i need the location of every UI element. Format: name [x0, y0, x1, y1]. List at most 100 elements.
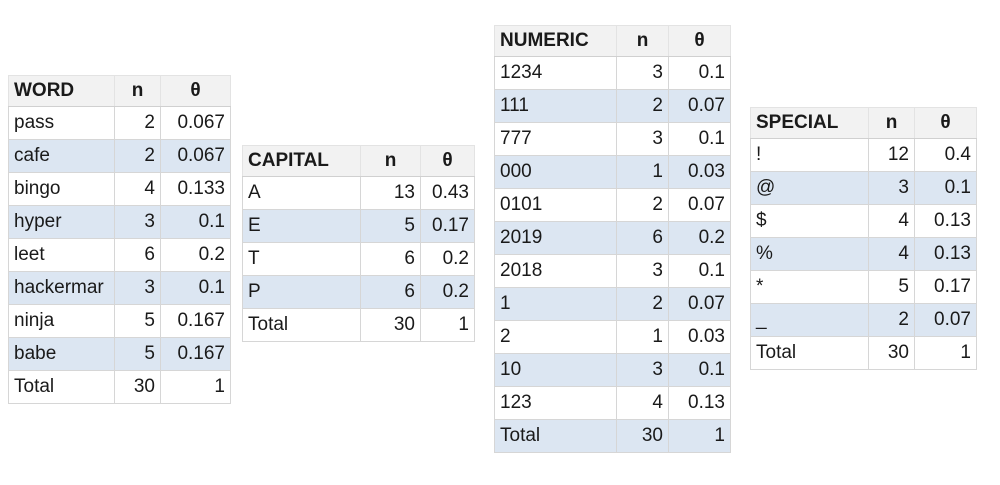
table-row: 2019 6 0.2: [494, 221, 731, 255]
count-cell: 5: [360, 209, 421, 243]
count-cell: 4: [868, 204, 915, 238]
table-header: SPECIAL n θ: [750, 107, 977, 139]
table-row: 000 1 0.03: [494, 155, 731, 189]
theta-cell: 0.067: [160, 139, 231, 173]
theta-cell: 0.1: [668, 353, 731, 387]
table-row: T 6 0.2: [242, 242, 475, 276]
label-cell: Total: [8, 370, 115, 404]
count-cell: 2: [616, 89, 669, 123]
label-cell: leet: [8, 238, 115, 272]
label-cell: 2: [494, 320, 617, 354]
table-row: 1234 3 0.1: [494, 56, 731, 90]
label-cell: _: [750, 303, 869, 337]
label-cell: cafe: [8, 139, 115, 173]
theta-header: θ: [420, 145, 475, 177]
total-row: Total 30 1: [494, 419, 731, 453]
theta-cell: 0.2: [420, 242, 475, 276]
theta-cell: 0.4: [914, 138, 977, 172]
label-cell: 777: [494, 122, 617, 156]
table-row: $4 0.13: [750, 204, 977, 238]
label-cell: ninja: [8, 304, 115, 338]
theta-cell: 0.133: [160, 172, 231, 206]
table-row: hyper 3 0.1: [8, 205, 231, 239]
numeric-frequency-table: NUMERIC n θ 1234 3 0.1 111 2 0.07 777 3 0.1 000 1 0.0…: [494, 25, 731, 453]
count-cell: 6: [616, 221, 669, 255]
table-row: _ 2 0.07: [750, 303, 977, 337]
theta-cell: 0.1: [668, 254, 731, 288]
theta-cell: 0.1: [668, 56, 731, 90]
table-row: 2 1 0.03: [494, 320, 731, 354]
label-cell: babe: [8, 337, 115, 371]
table-header: WORD n θ: [8, 75, 231, 107]
count-cell: 2: [616, 287, 669, 321]
theta-cell: 0.03: [668, 155, 731, 189]
table-row: A 13 0.43: [242, 176, 475, 210]
theta-cell: 0.17: [420, 209, 475, 243]
header-row: CAPITAL n θ: [242, 145, 475, 177]
table-row: 0101 2 0.07: [494, 188, 731, 222]
table-row: ninja 5 0.167: [8, 304, 231, 338]
count-cell: 3: [114, 205, 161, 239]
table-row: leet 6 0.2: [8, 238, 231, 272]
label-cell: 0101: [494, 188, 617, 222]
count-cell: 4: [616, 386, 669, 420]
count-cell: 2: [868, 303, 915, 337]
theta-header: θ: [160, 75, 231, 107]
label-cell: @: [750, 171, 869, 205]
table-row: 123 4 0.13: [494, 386, 731, 420]
theta-cell: 0.1: [160, 205, 231, 239]
table-row: babe 5 0.167: [8, 337, 231, 371]
theta-cell: 1: [668, 419, 731, 453]
theta-cell: 0.2: [420, 275, 475, 309]
table-header: CAPITAL n θ: [242, 145, 475, 177]
table-row: pass 2 0.067: [8, 106, 231, 140]
theta-cell: 0.13: [914, 237, 977, 271]
label-cell: 1234: [494, 56, 617, 90]
special-frequency-table: SPECIAL n θ ! 12 0.4 @3 0.1 $4 0.13% 4 0.13 * 5 0.17 _…: [750, 107, 977, 370]
count-cell: 4: [114, 172, 161, 206]
category-header: NUMERIC: [494, 25, 617, 57]
table-row: 111 2 0.07: [494, 89, 731, 123]
total-row: Total 30 1: [242, 308, 475, 342]
header-row: NUMERIC n θ: [494, 25, 731, 57]
count-cell: 2: [616, 188, 669, 222]
header-row: WORD n θ: [8, 75, 231, 107]
label-cell: 000: [494, 155, 617, 189]
theta-cell: 0.167: [160, 304, 231, 338]
count-cell: 3: [868, 171, 915, 205]
count-cell: 30: [616, 419, 669, 453]
table-row: cafe 2 0.067: [8, 139, 231, 173]
label-cell: hyper: [8, 205, 115, 239]
label-cell: hackermar: [8, 271, 115, 305]
count-cell: 3: [616, 353, 669, 387]
count-header: n: [114, 75, 161, 107]
theta-cell: 0.13: [668, 386, 731, 420]
label-cell: P: [242, 275, 361, 309]
category-header: CAPITAL: [242, 145, 361, 177]
label-cell: %: [750, 237, 869, 271]
table-row: 10 3 0.1: [494, 353, 731, 387]
table-row: P 6 0.2: [242, 275, 475, 309]
theta-cell: 1: [160, 370, 231, 404]
label-cell: 123: [494, 386, 617, 420]
theta-header: θ: [668, 25, 731, 57]
header-row: SPECIAL n θ: [750, 107, 977, 139]
theta-cell: 0.17: [914, 270, 977, 304]
label-cell: *: [750, 270, 869, 304]
count-cell: 1: [616, 155, 669, 189]
table-row: 1 2 0.07: [494, 287, 731, 321]
theta-cell: 0.07: [668, 89, 731, 123]
theta-cell: 0.07: [914, 303, 977, 337]
count-cell: 30: [868, 336, 915, 370]
theta-cell: 0.1: [668, 122, 731, 156]
theta-cell: 0.1: [914, 171, 977, 205]
capital-frequency-table: CAPITAL n θ A 13 0.43 E 5 0.17 T 6 0.2 P 6 0.2 Total 30…: [242, 145, 475, 342]
count-cell: 1: [616, 320, 669, 354]
theta-cell: 0.13: [914, 204, 977, 238]
count-cell: 30: [360, 308, 421, 342]
total-row: Total 30 1: [750, 336, 977, 370]
total-row: Total 30 1: [8, 370, 231, 404]
label-cell: Total: [494, 419, 617, 453]
label-cell: Total: [750, 336, 869, 370]
table-row: 2018 3 0.1: [494, 254, 731, 288]
